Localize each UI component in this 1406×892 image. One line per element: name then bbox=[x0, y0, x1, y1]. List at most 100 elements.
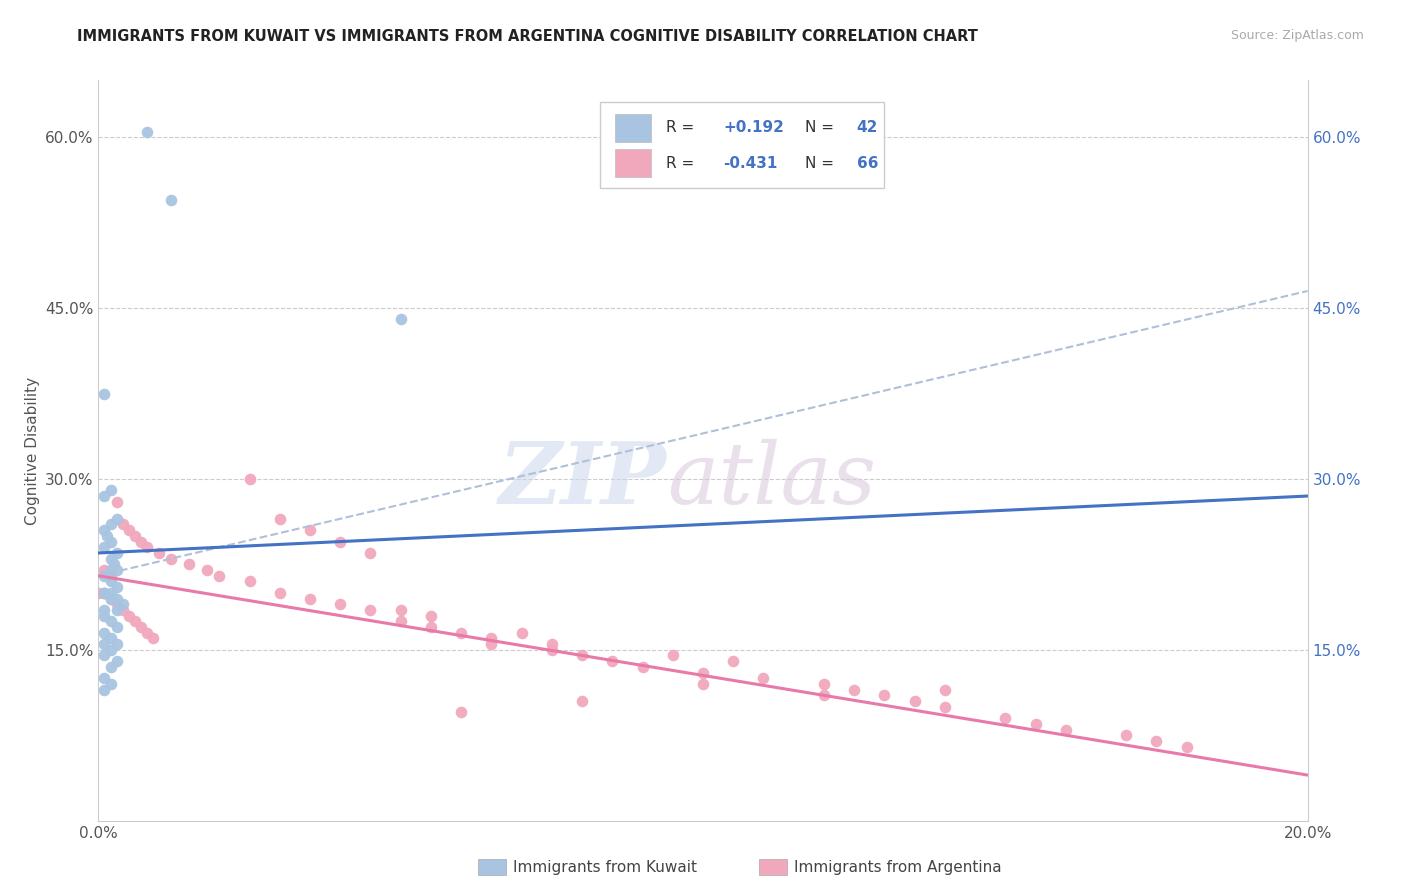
Point bbox=[100, 517, 122, 532]
Point bbox=[450, 706, 472, 720]
Point bbox=[269, 512, 291, 526]
Point bbox=[100, 586, 122, 600]
Point bbox=[269, 586, 291, 600]
Point bbox=[118, 608, 141, 623]
Point bbox=[100, 534, 122, 549]
Point bbox=[100, 483, 122, 498]
Point bbox=[103, 558, 125, 572]
Point bbox=[93, 671, 115, 685]
Point bbox=[93, 563, 115, 577]
Point bbox=[111, 597, 134, 611]
Point bbox=[360, 546, 382, 560]
Point bbox=[631, 660, 654, 674]
Point bbox=[105, 597, 128, 611]
Point bbox=[360, 603, 382, 617]
Point bbox=[93, 386, 115, 401]
Point bbox=[602, 654, 624, 668]
Point bbox=[135, 541, 157, 555]
Point bbox=[148, 546, 170, 560]
Point bbox=[299, 591, 322, 606]
Point bbox=[135, 124, 157, 138]
Point bbox=[87, 586, 110, 600]
Point bbox=[100, 563, 122, 577]
Point bbox=[692, 665, 714, 680]
Point bbox=[100, 632, 122, 646]
Point bbox=[100, 551, 122, 566]
Point bbox=[124, 529, 146, 543]
Point bbox=[239, 472, 262, 486]
Point bbox=[105, 620, 128, 634]
Point bbox=[93, 523, 115, 537]
Point bbox=[571, 694, 593, 708]
Text: Source: ZipAtlas.com: Source: ZipAtlas.com bbox=[1230, 29, 1364, 42]
Point bbox=[160, 193, 183, 207]
Point bbox=[105, 654, 128, 668]
Point bbox=[124, 615, 146, 629]
Point bbox=[1024, 716, 1046, 731]
Point bbox=[100, 642, 122, 657]
Point bbox=[93, 586, 115, 600]
Bar bbox=[614, 149, 651, 178]
Text: 42: 42 bbox=[856, 120, 877, 136]
Point bbox=[111, 517, 134, 532]
Point bbox=[450, 625, 472, 640]
Point bbox=[1175, 739, 1198, 754]
Text: R =: R = bbox=[665, 156, 693, 170]
Point bbox=[100, 615, 122, 629]
Point bbox=[1054, 723, 1077, 737]
Point bbox=[510, 625, 533, 640]
Point bbox=[540, 642, 562, 657]
Point bbox=[692, 677, 714, 691]
Point bbox=[100, 591, 122, 606]
Point bbox=[661, 648, 683, 663]
Point bbox=[195, 563, 218, 577]
Point bbox=[813, 677, 835, 691]
Point bbox=[100, 660, 122, 674]
Bar bbox=[600, 103, 884, 187]
Point bbox=[135, 625, 157, 640]
Text: N =: N = bbox=[804, 156, 834, 170]
Text: IMMIGRANTS FROM KUWAIT VS IMMIGRANTS FROM ARGENTINA COGNITIVE DISABILITY CORRELA: IMMIGRANTS FROM KUWAIT VS IMMIGRANTS FRO… bbox=[77, 29, 979, 44]
Point bbox=[873, 689, 896, 703]
Point bbox=[93, 541, 115, 555]
Point bbox=[93, 586, 115, 600]
Point bbox=[93, 608, 115, 623]
Point bbox=[93, 489, 115, 503]
Point bbox=[179, 558, 201, 572]
Point bbox=[105, 591, 128, 606]
Point bbox=[93, 603, 115, 617]
Point bbox=[129, 620, 152, 634]
Point bbox=[208, 568, 231, 582]
Point bbox=[93, 648, 115, 663]
Point bbox=[100, 677, 122, 691]
Point bbox=[571, 648, 593, 663]
Y-axis label: Cognitive Disability: Cognitive Disability bbox=[24, 376, 39, 524]
Point bbox=[93, 625, 115, 640]
Point bbox=[105, 637, 128, 651]
Point bbox=[389, 312, 412, 326]
Text: atlas: atlas bbox=[666, 439, 876, 522]
Text: Immigrants from Argentina: Immigrants from Argentina bbox=[794, 860, 1002, 874]
Point bbox=[239, 574, 262, 589]
Point bbox=[934, 699, 956, 714]
Point bbox=[813, 689, 835, 703]
Point bbox=[105, 603, 128, 617]
Point bbox=[994, 711, 1017, 725]
Point bbox=[299, 523, 322, 537]
Point bbox=[723, 654, 745, 668]
Point bbox=[389, 615, 412, 629]
Text: ZIP: ZIP bbox=[499, 438, 666, 522]
Point bbox=[1144, 734, 1167, 748]
Point bbox=[96, 529, 118, 543]
Point bbox=[100, 574, 122, 589]
Point bbox=[389, 603, 412, 617]
Point bbox=[142, 632, 165, 646]
Point bbox=[1115, 728, 1137, 742]
Bar bbox=[614, 113, 651, 142]
Point bbox=[160, 551, 183, 566]
Text: -0.431: -0.431 bbox=[724, 156, 778, 170]
Point bbox=[329, 534, 352, 549]
Point bbox=[118, 523, 141, 537]
Text: +0.192: +0.192 bbox=[724, 120, 785, 136]
Text: R =: R = bbox=[665, 120, 693, 136]
